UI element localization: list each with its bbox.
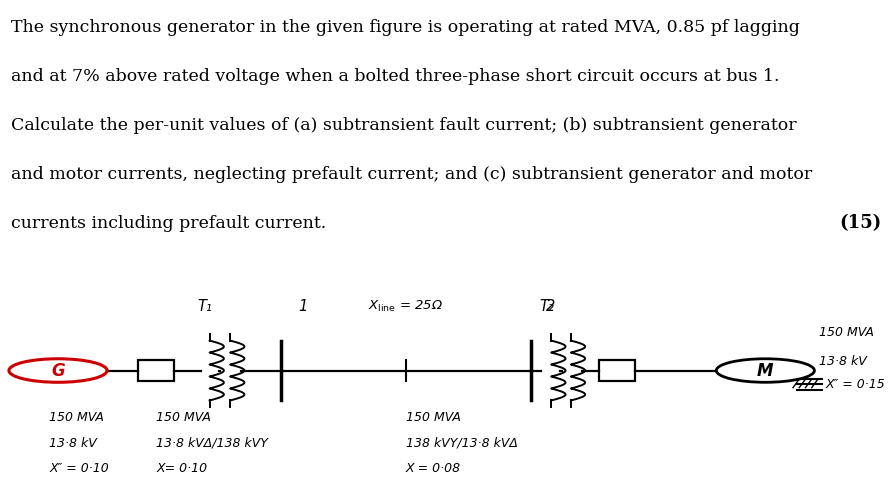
Text: (15): (15) bbox=[839, 214, 881, 232]
Text: and at 7% above rated voltage when a bolted three-phase short circuit occurs at : and at 7% above rated voltage when a bol… bbox=[11, 68, 780, 85]
Text: 138 kVY/13·8 kVΔ: 138 kVY/13·8 kVΔ bbox=[406, 437, 517, 450]
Text: X$_{\rm line}$ = 25Ω: X$_{\rm line}$ = 25Ω bbox=[368, 299, 443, 314]
Text: X = 0·08: X = 0·08 bbox=[406, 462, 461, 475]
Text: T₁: T₁ bbox=[198, 299, 212, 314]
Text: 2: 2 bbox=[546, 299, 555, 314]
Text: 150 MVA: 150 MVA bbox=[49, 411, 104, 424]
Text: 150 MVA: 150 MVA bbox=[406, 411, 461, 424]
Text: 150 MVA: 150 MVA bbox=[156, 411, 211, 424]
Text: 150 MVA: 150 MVA bbox=[819, 326, 874, 339]
Bar bbox=[599, 360, 635, 381]
Text: M: M bbox=[757, 362, 773, 380]
Text: Calculate the per-unit values of (a) subtransient fault current; (b) subtransien: Calculate the per-unit values of (a) sub… bbox=[11, 117, 797, 134]
Text: T₂: T₂ bbox=[540, 299, 554, 314]
Text: G: G bbox=[51, 362, 65, 380]
Text: currents including prefault current.: currents including prefault current. bbox=[11, 215, 326, 232]
Bar bbox=[138, 360, 174, 381]
Text: 13·8 kVΔ/138 kVY: 13·8 kVΔ/138 kVY bbox=[156, 437, 268, 450]
Text: The synchronous generator in the given figure is operating at rated MVA, 0.85 pf: The synchronous generator in the given f… bbox=[11, 19, 799, 35]
Text: X″ = 0·10: X″ = 0·10 bbox=[49, 462, 109, 475]
Text: 1: 1 bbox=[299, 299, 308, 314]
Text: X= 0·10: X= 0·10 bbox=[156, 462, 207, 475]
Text: 13·8 kV: 13·8 kV bbox=[49, 437, 97, 450]
Text: and motor currents, neglecting prefault current; and (c) subtransient generator : and motor currents, neglecting prefault … bbox=[11, 166, 812, 183]
Text: 13·8 kV: 13·8 kV bbox=[819, 355, 867, 368]
Text: X″ = 0·15: X″ = 0·15 bbox=[826, 378, 886, 391]
